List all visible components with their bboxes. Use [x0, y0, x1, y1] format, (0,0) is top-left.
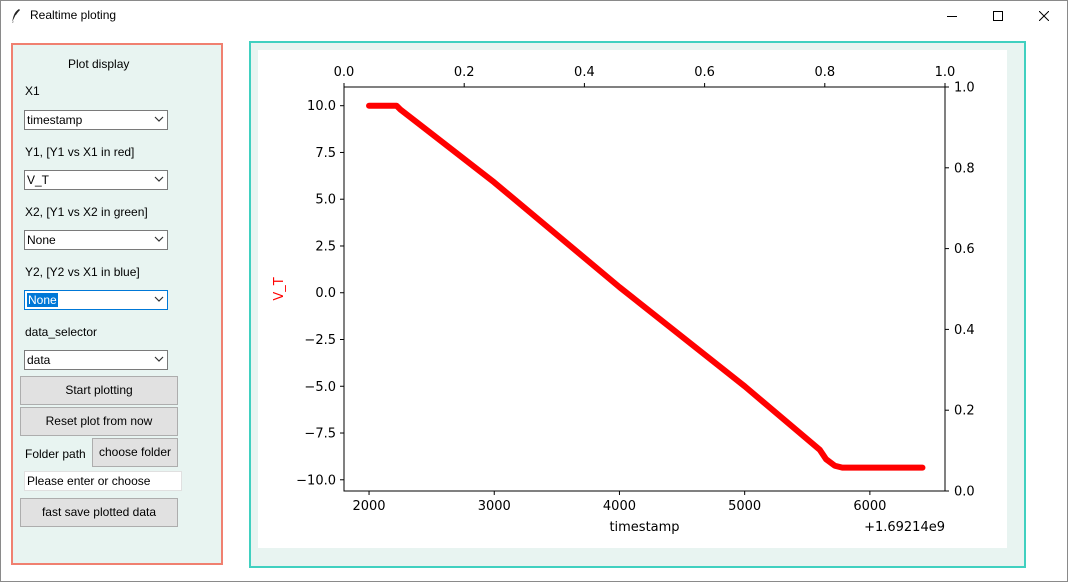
x-tick-label: 4000 [603, 499, 636, 514]
chevron-down-icon [154, 236, 164, 242]
x-tick-label: 6000 [853, 499, 886, 514]
x1-select[interactable]: timestamp [24, 110, 168, 130]
top-tick-label: 0.8 [814, 65, 835, 80]
window-title: Realtime ploting [30, 8, 117, 22]
x-offset-label: +1.69214e9 [864, 520, 945, 535]
top-tick-label: 1.0 [935, 65, 956, 80]
maximize-icon [993, 10, 1003, 21]
y2-value: None [27, 293, 58, 307]
y-tick-label: −5.0 [304, 380, 336, 395]
y-tick-label: 2.5 [315, 239, 336, 254]
x-tick-label: 3000 [478, 499, 511, 514]
close-icon [1039, 10, 1049, 21]
y-tick-label: 0.0 [315, 286, 336, 301]
data-selector-label: data_selector [25, 325, 98, 339]
x2-select[interactable]: None [24, 230, 168, 250]
right-tick-label: 0.2 [954, 404, 975, 419]
data-selector-select[interactable]: data [24, 350, 168, 370]
panel-header: Plot display [68, 57, 130, 71]
y-tick-label: −10.0 [296, 473, 336, 488]
chevron-down-icon [154, 356, 164, 362]
plot-axes-frame [343, 86, 946, 492]
y2-label: Y2, [Y2 vs X1 in blue] [25, 265, 140, 279]
folder-path-input[interactable]: Please enter or choose [24, 471, 182, 491]
minimize-button[interactable] [929, 0, 975, 31]
folder-path-label: Folder path [25, 447, 86, 461]
y-tick-label: 7.5 [315, 146, 336, 161]
fast-save-button[interactable]: fast save plotted data [20, 498, 178, 527]
minimize-icon [947, 15, 957, 17]
x2-value: None [27, 233, 56, 247]
x-axis-label: timestamp [609, 520, 679, 535]
series-line-v-t [366, 102, 926, 471]
x1-label: X1 [25, 84, 40, 98]
y-tick-label: 10.0 [307, 99, 336, 114]
close-button[interactable] [1021, 0, 1067, 31]
right-tick-label: 1.0 [954, 81, 975, 96]
y1-select[interactable]: V_T [24, 170, 168, 190]
y2-select[interactable]: None [24, 290, 168, 310]
y1-value: V_T [27, 173, 50, 187]
x1-value: timestamp [27, 113, 83, 127]
y-tick-label: −7.5 [304, 427, 336, 442]
right-tick-label: 0.4 [954, 323, 975, 338]
plot-display-panel: Plot display X1 timestamp Y1, [Y1 vs X1 … [11, 43, 223, 565]
chevron-down-icon [154, 116, 164, 122]
choose-folder-button[interactable]: choose folder [92, 438, 178, 467]
top-tick-label: 0.2 [454, 65, 475, 80]
chevron-down-icon [154, 176, 164, 182]
reset-plot-button[interactable]: Reset plot from now [20, 407, 178, 436]
right-tick-label: 0.8 [954, 161, 975, 176]
x-tick-label: 2000 [352, 499, 385, 514]
chevron-down-icon [154, 296, 164, 302]
maximize-button[interactable] [975, 0, 1021, 31]
top-tick-label: 0.4 [574, 65, 595, 80]
y-tick-label: −2.5 [304, 333, 336, 348]
right-tick-label: 0.6 [954, 242, 975, 257]
y-tick-label: 5.0 [315, 193, 336, 208]
right-tick-label: 0.0 [954, 485, 975, 500]
x-tick-label: 5000 [728, 499, 761, 514]
y1-label: Y1, [Y1 vs X1 in red] [25, 145, 135, 159]
start-plotting-button[interactable]: Start plotting [20, 376, 178, 405]
top-tick-label: 0.6 [694, 65, 715, 80]
top-tick-label: 0.0 [334, 65, 355, 80]
y-axis-label: V_T [272, 277, 287, 300]
data-selector-value: data [27, 353, 51, 367]
title-bar [0, 0, 1068, 31]
x2-label: X2, [Y1 vs X2 in green] [25, 205, 148, 219]
feather-icon [11, 9, 20, 24]
